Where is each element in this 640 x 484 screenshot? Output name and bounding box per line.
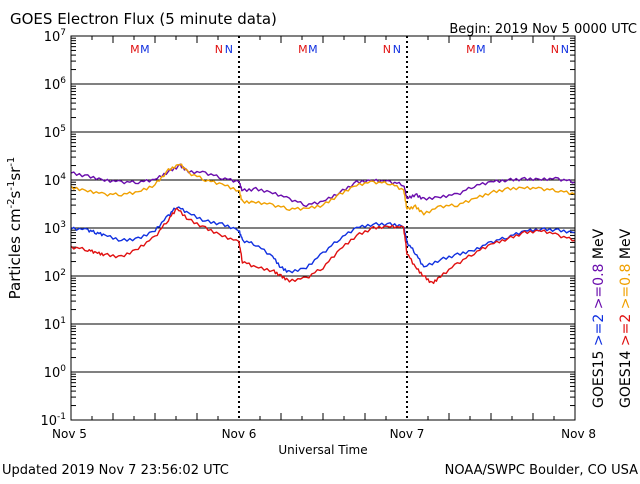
- chart-title: GOES Electron Flux (5 minute data): [10, 10, 277, 28]
- y-tick-label: 107: [44, 28, 66, 45]
- y-tick-label: 104: [44, 172, 67, 189]
- x-tick-label: Nov 6: [222, 427, 257, 441]
- legend-entry: MeV: [618, 228, 634, 263]
- event-marker: N: [225, 43, 233, 56]
- event-marker: N: [393, 43, 401, 56]
- event-marker: N: [215, 43, 223, 56]
- y-axis-label: Particles cm-2s-1sr-1: [6, 157, 24, 300]
- y-tick-label: 10-1: [40, 412, 66, 429]
- x-tick-label: Nov 8: [561, 427, 596, 441]
- x-axis-label: Universal Time: [278, 443, 367, 457]
- x-tick-labels: Nov 5 Nov 6 Nov 7 Nov 8: [52, 427, 596, 441]
- updated-time: Updated 2019 Nov 7 23:56:02 UTC: [2, 463, 229, 478]
- x-tick-label: Nov 5: [52, 427, 87, 441]
- y-tick-label: 100: [44, 364, 67, 381]
- legend-entry: >=0.8: [618, 264, 634, 314]
- legend-entry: >=0.8: [591, 264, 607, 314]
- event-marker: N: [383, 43, 391, 56]
- legend-column: GOES15 >=2 >=0.8 MeV: [591, 228, 607, 408]
- legend-entry: >=2: [591, 314, 607, 351]
- plot-frame: [70, 35, 576, 421]
- legend-entry: GOES14: [618, 350, 634, 408]
- event-marker: N: [561, 43, 569, 56]
- series-line: [70, 163, 576, 208]
- event-marker: M: [298, 43, 308, 56]
- legend-entry: MeV: [591, 228, 607, 263]
- y-tick-label: 106: [44, 76, 67, 93]
- y-tick-label: 102: [44, 268, 66, 285]
- legend-column: GOES14 >=2 >=0.8 MeV: [618, 228, 634, 408]
- series-line: [70, 163, 576, 216]
- begin-time: Begin: 2019 Nov 5 0000 UTC: [449, 22, 637, 37]
- series-line: [70, 206, 576, 274]
- event-marker: M: [476, 43, 486, 56]
- legend-entry: >=2: [618, 314, 634, 351]
- series-line: [70, 207, 576, 285]
- y-tick-label: 101: [44, 316, 66, 333]
- series-layer: [70, 163, 576, 285]
- x-tick-label: Nov 7: [390, 427, 425, 441]
- legend-entry: GOES15: [591, 351, 607, 408]
- event-marker: M: [130, 43, 140, 56]
- event-marker: M: [140, 43, 150, 56]
- event-marker: N: [551, 43, 559, 56]
- event-marker: M: [308, 43, 318, 56]
- y-tick-label: 103: [44, 220, 66, 237]
- grid-lines: [71, 36, 575, 420]
- event-marker: M: [466, 43, 476, 56]
- y-tick-label: 105: [44, 124, 66, 141]
- source-label: NOAA/SWPC Boulder, CO USA: [445, 463, 638, 478]
- y-tick-labels: 107 106 105 104 103 102 101 100 10-1: [40, 28, 66, 429]
